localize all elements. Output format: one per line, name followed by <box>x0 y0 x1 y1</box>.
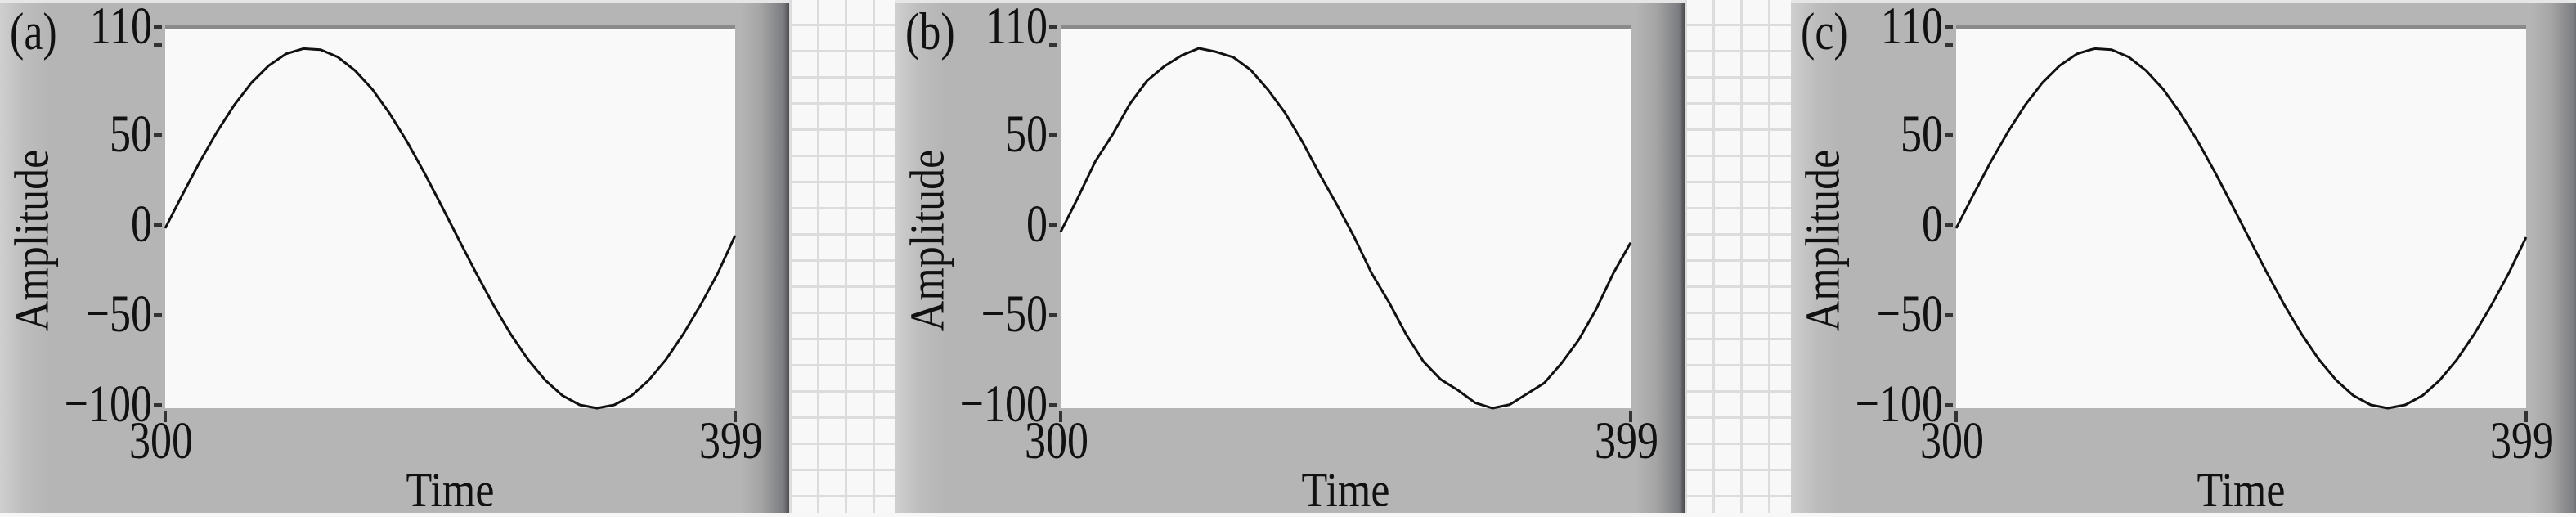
x-axis-label: Time <box>2197 463 2286 517</box>
x-tick-label: 399 <box>2490 411 2554 470</box>
y-tick-mark <box>1945 313 1953 317</box>
y-tick-mark <box>1049 313 1057 317</box>
y-tick-mark <box>1945 223 1953 227</box>
y-tick-label: −50 <box>85 285 152 344</box>
x-tick-label: 300 <box>129 411 193 470</box>
y-tick-label: 0 <box>131 195 152 254</box>
y-tick-mark <box>154 43 162 47</box>
y-tick-mark <box>1049 133 1057 137</box>
x-tick-label: 300 <box>1025 411 1088 470</box>
y-tick-mark <box>1049 25 1057 29</box>
y-tick-label: 110 <box>89 0 152 56</box>
x-tick-label: 399 <box>1595 411 1658 470</box>
panel-label: (b) <box>905 2 955 61</box>
x-tick-mark <box>1059 411 1062 422</box>
background-grid <box>1685 0 1791 513</box>
x-tick-label: 300 <box>1920 411 1984 470</box>
y-tick-mark <box>1945 133 1953 137</box>
y-tick-label: −50 <box>981 285 1048 344</box>
y-tick-label: −100 <box>959 375 1048 434</box>
y-tick-label: 50 <box>110 105 152 164</box>
x-tick-mark <box>1954 411 1958 422</box>
y-tick-label: 110 <box>1880 0 1943 56</box>
x-axis-label: Time <box>1301 463 1390 517</box>
y-tick-label: 0 <box>1922 195 1943 254</box>
background-grid <box>789 0 895 513</box>
x-tick-mark <box>164 411 167 422</box>
y-tick-mark <box>154 223 162 227</box>
panel-label: (c) <box>1801 2 1848 61</box>
x-tick-label: 399 <box>699 411 763 470</box>
y-tick-mark <box>154 133 162 137</box>
chart-panel-c: (c) Amplitude 110 50 0 −50 −100 300 399 … <box>1791 0 2576 517</box>
plot-area <box>1059 25 1632 410</box>
y-tick-mark <box>154 403 162 407</box>
y-tick-mark <box>1049 223 1057 227</box>
panel-label: (a) <box>10 2 57 61</box>
y-tick-mark <box>1945 403 1953 407</box>
series-line <box>1059 47 1632 410</box>
y-tick-mark <box>1945 43 1953 47</box>
y-tick-label: −100 <box>64 375 152 434</box>
chart-panel-a: (a) Amplitude 110 50 0 −50 −100 300 399 … <box>0 0 789 517</box>
x-axis-label: Time <box>406 463 495 517</box>
y-tick-label: 0 <box>1026 195 1048 254</box>
plot-svg <box>1059 47 1632 410</box>
y-tick-label: 50 <box>1005 105 1048 164</box>
y-tick-mark <box>1049 403 1057 407</box>
y-tick-label: −50 <box>1876 285 1943 344</box>
y-tick-mark <box>154 313 162 317</box>
plot-svg <box>164 47 737 410</box>
x-tick-mark <box>734 411 737 422</box>
y-tick-mark <box>1049 43 1057 47</box>
plot-area <box>1954 25 2528 410</box>
series-line <box>1954 47 2528 410</box>
plot-svg <box>1954 47 2528 410</box>
series-line <box>164 47 737 410</box>
y-tick-label: 110 <box>985 0 1048 56</box>
y-tick-label: −100 <box>1855 375 1943 434</box>
y-tick-mark <box>1945 25 1953 29</box>
x-tick-mark <box>2524 411 2528 422</box>
plot-area <box>164 25 737 410</box>
y-tick-label: 50 <box>1901 105 1943 164</box>
x-tick-mark <box>1629 411 1632 422</box>
chart-panel-b: (b) Amplitude 110 50 0 −50 −100 300 399 … <box>895 0 1685 517</box>
y-tick-mark <box>154 25 162 29</box>
